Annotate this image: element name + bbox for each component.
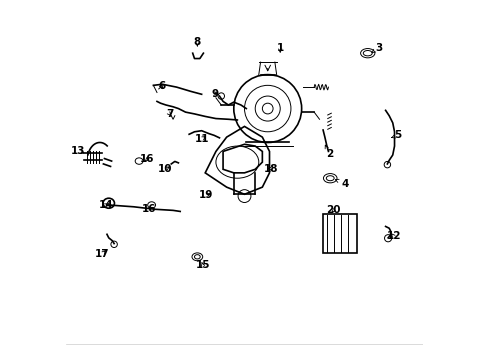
Text: 7: 7 — [165, 109, 173, 119]
Text: 16: 16 — [140, 154, 154, 164]
Text: 20: 20 — [326, 205, 340, 215]
Text: 14: 14 — [99, 200, 113, 210]
Text: 15: 15 — [195, 260, 209, 270]
Text: 8: 8 — [193, 37, 201, 48]
Text: 17: 17 — [95, 249, 109, 259]
Text: 5: 5 — [391, 130, 401, 140]
Text: 6: 6 — [158, 81, 165, 91]
Text: 16: 16 — [142, 204, 156, 214]
Text: 11: 11 — [194, 134, 208, 144]
Text: 12: 12 — [386, 231, 400, 242]
Text: 13: 13 — [71, 147, 85, 157]
Text: 4: 4 — [335, 179, 348, 189]
Text: 18: 18 — [263, 163, 277, 174]
Text: 3: 3 — [371, 43, 381, 53]
Text: 10: 10 — [158, 164, 172, 174]
Text: 2: 2 — [325, 145, 332, 159]
Text: 9: 9 — [211, 89, 218, 99]
Text: 1: 1 — [276, 43, 283, 53]
Text: 19: 19 — [199, 190, 213, 200]
